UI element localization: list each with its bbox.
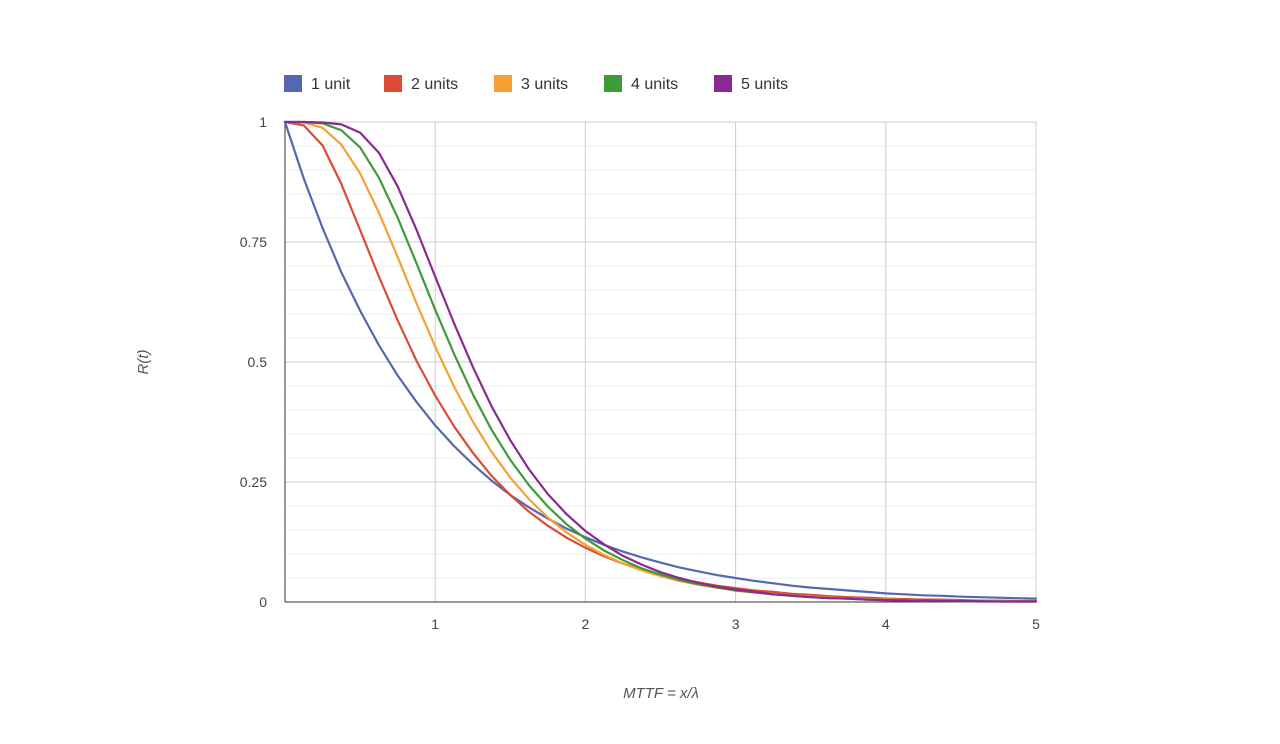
grid [284,121,1037,603]
legend-swatch-5 [714,75,732,92]
legend-label-5: 5 units [741,76,788,93]
x-tick-label: 5 [1032,616,1040,632]
x-tick-label: 3 [732,616,740,632]
axes: 0 0.25 0.5 0.75 1 1 2 3 4 5 [240,114,1040,632]
series-line-5 [283,120,1038,603]
legend: 1 unit 2 units 3 units 4 units 5 units [284,75,788,93]
y-axis-label: R(t) [135,350,152,375]
y-tick-label: 0.75 [240,234,267,250]
series-line-1 [283,120,1038,600]
x-axis-label: MTTF = x/λ [623,685,699,702]
legend-swatch-2 [384,75,402,92]
x-tick-label: 2 [582,616,590,632]
x-tick-label: 4 [882,616,890,632]
x-tick-label: 1 [431,616,439,632]
y-tick-label: 1 [259,114,267,130]
legend-label-1: 1 unit [311,76,351,93]
series-lines [283,120,1038,603]
legend-swatch-3 [494,75,512,92]
y-tick-label: 0.5 [248,354,268,370]
y-tick-label: 0.25 [240,474,267,490]
legend-label-3: 3 units [521,76,568,93]
legend-label-4: 4 units [631,76,678,93]
legend-label-2: 2 units [411,76,458,93]
y-tick-label: 0 [259,594,267,610]
legend-swatch-4 [604,75,622,92]
legend-swatch-1 [284,75,302,92]
